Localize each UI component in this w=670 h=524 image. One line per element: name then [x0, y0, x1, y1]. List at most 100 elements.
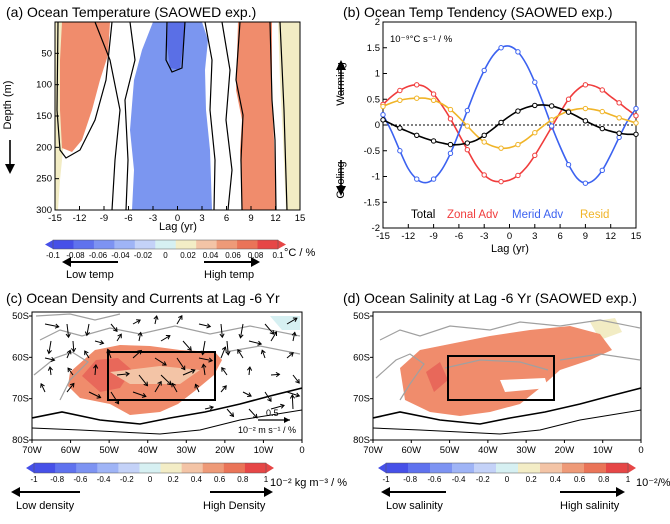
panel-c-colorbar-tick-label: 0.6 — [214, 475, 226, 484]
current-vector — [195, 384, 200, 393]
current-vector — [220, 346, 226, 359]
series-total-point — [616, 130, 622, 136]
panel-d-high-label: High salinity — [560, 500, 620, 512]
current-vector — [176, 357, 186, 370]
panel-c-antarctica — [32, 387, 302, 425]
panel-a-ytick-label: 100 — [36, 80, 52, 91]
series-resid-point — [532, 130, 538, 136]
series-zonal-adv-point — [481, 172, 487, 178]
current-vector-head — [292, 317, 298, 322]
series-total-point — [397, 125, 403, 131]
series-total-point — [498, 119, 504, 126]
series-zonal-adv-point — [447, 116, 454, 122]
series-zonal-adv-point — [532, 152, 538, 159]
legend-zonal-adv: Zonal Adv — [447, 209, 498, 221]
panel-c-colorbar-tick-label: 0.2 — [168, 475, 180, 484]
panel-a-colorbar-swatch — [175, 240, 197, 249]
panel-d-high-salinity-strip — [500, 378, 548, 392]
panel-a-xtick-label: 6 — [224, 213, 229, 224]
current-vector — [116, 373, 130, 376]
current-vector — [248, 340, 262, 345]
panel-b-ytick-label: -0.5 — [364, 146, 380, 157]
panel-d-lon-label: 60W — [402, 445, 422, 456]
series-zonal-adv-line — [382, 83, 637, 183]
panel-a-colorbar-swatch — [237, 240, 259, 249]
current-vector-head — [221, 366, 226, 372]
warming-arrow — [336, 60, 346, 96]
panel-c-colorbar-swatch — [55, 463, 77, 473]
current-vector-head — [267, 397, 272, 403]
panel-c-coast — [224, 345, 301, 355]
current-vector — [264, 391, 272, 402]
panel-a-contour — [235, 22, 244, 210]
panel-d-lon-label: 0 — [638, 445, 643, 456]
series-zonal-adv-point — [582, 82, 589, 88]
series-total-point — [548, 103, 555, 109]
current-vector — [292, 332, 296, 342]
series-total-point — [532, 102, 538, 109]
panel-d-colorbar-swatch — [408, 463, 431, 473]
panel-c-lon-label: 50W — [99, 445, 119, 456]
series-resid-point — [616, 115, 622, 121]
panel-d-colorbar-swatch — [584, 463, 607, 473]
series-resid-point — [582, 105, 589, 112]
series-total-point — [481, 132, 487, 139]
current-vector — [40, 383, 46, 393]
current-vector-head — [136, 319, 141, 324]
panel-a-cold-center — [130, 22, 212, 210]
panel-d-colorbar-swatch — [386, 463, 409, 473]
current-vector-head — [209, 405, 215, 411]
panel-d-lon-label: 40W — [478, 445, 498, 456]
panel-c-colorbar-tick-label: 1 — [264, 475, 269, 484]
series-resid-point — [447, 106, 454, 113]
current-vector — [86, 323, 90, 336]
panel-d-colorbar-tick-label: 0.6 — [574, 475, 586, 484]
current-vector-head — [162, 361, 167, 366]
current-vector — [242, 391, 252, 397]
panel-b-xlabel: Lag (yr) — [491, 243, 529, 255]
panel-c-vector-ref-value: 0.5 — [266, 408, 279, 418]
series-total-point — [582, 118, 589, 124]
series-merid-adv-point — [633, 105, 639, 112]
current-vector-head — [67, 367, 72, 373]
legend-resid: Resid — [580, 209, 609, 221]
panel-a-xlabel: Lag (yr) — [159, 221, 197, 233]
series-zonal-adv-point — [430, 91, 437, 97]
panel-a-contour — [94, 22, 121, 210]
panel-c-colorbar-low-extend — [26, 463, 34, 473]
panel-a-warm-right — [236, 22, 276, 210]
current-vector — [221, 367, 228, 376]
warming-label: Warming — [335, 62, 347, 106]
current-vector-head — [153, 315, 159, 320]
series-merid-adv-point — [582, 180, 589, 186]
current-vector-head — [289, 394, 296, 399]
panel-a-colorbar-tick-label: 0.1 — [272, 251, 284, 260]
current-vector — [138, 332, 142, 342]
current-vector-head — [221, 346, 227, 352]
panel-a-colorbar-tick-label: 0.04 — [203, 251, 219, 260]
series-merid-adv-point — [481, 67, 487, 74]
panel-d-colorbar-tick-label: -0.6 — [428, 475, 442, 484]
panel-c-colorbar-tick-label: -1 — [30, 475, 38, 484]
current-vector — [248, 366, 251, 376]
panel-c-vector-ref-unit: 10⁻² m s⁻¹ / % — [238, 425, 296, 435]
panel-b-ytick-label: 2 — [375, 17, 380, 28]
panel-b-xtick-label: 12 — [605, 231, 616, 242]
panel-d-colorbar-swatch — [606, 463, 629, 473]
panel-c-title: (c) Ocean Density and Currents at Lag -6… — [6, 290, 280, 306]
panel-d-colorbar-tick-label: -0.2 — [476, 475, 490, 484]
current-vector — [286, 391, 300, 397]
cooling-label: Cooling — [335, 161, 347, 198]
current-vector-head — [257, 340, 263, 346]
series-total-point — [565, 109, 572, 115]
panel-d-colorbar-high-extend — [628, 463, 636, 473]
panel-b-ytick-label: 1.5 — [367, 43, 380, 54]
current-vector-head — [222, 385, 227, 390]
panel-a-colorbar-swatch — [216, 240, 238, 249]
current-vector-head — [84, 350, 89, 356]
series-total-line — [382, 104, 637, 146]
current-vector — [292, 374, 300, 384]
current-vector-head — [190, 368, 196, 374]
current-vector-head — [229, 412, 235, 418]
panel-b-xtick-label: -15 — [376, 231, 390, 242]
